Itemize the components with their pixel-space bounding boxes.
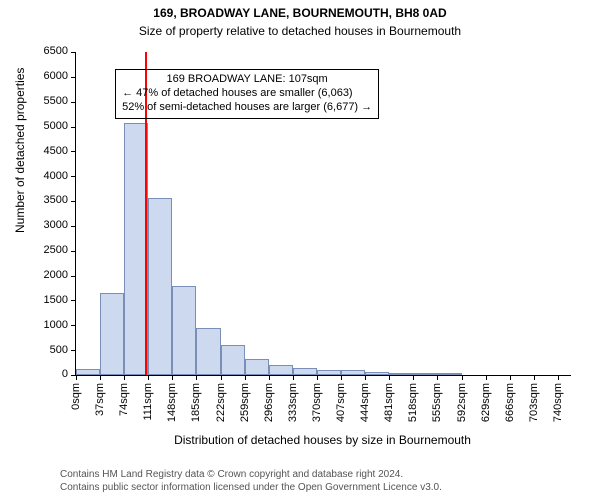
x-tick-label: 481sqm (383, 383, 395, 422)
x-tick-label: 592sqm (456, 383, 468, 422)
y-tick-label: 6500 (44, 45, 76, 57)
histogram-bar (317, 370, 341, 375)
y-tick-label: 4500 (44, 145, 76, 157)
x-tick-label: 296sqm (263, 383, 275, 422)
y-tick-label: 1000 (44, 319, 76, 331)
annotation-line: 52% of semi-detached houses are larger (… (122, 101, 372, 115)
histogram-bar (389, 373, 413, 375)
histogram-bar (413, 373, 437, 375)
histogram-bar (172, 286, 196, 375)
x-tick-label: 518sqm (407, 383, 419, 422)
credits-line: Contains public sector information licen… (60, 482, 442, 495)
histogram-bar (437, 373, 461, 375)
x-tick-label: 74sqm (118, 383, 130, 416)
y-tick-label: 6000 (44, 70, 76, 82)
chart-title: 169, BROADWAY LANE, BOURNEMOUTH, BH8 0AD (0, 6, 600, 21)
y-tick-label: 2000 (44, 269, 76, 281)
plot-area: 0500100015002000250030003500400045005000… (75, 52, 571, 376)
x-tick-label: 370sqm (311, 383, 323, 422)
chart-subtitle: Size of property relative to detached ho… (0, 24, 600, 39)
y-tick-label: 1500 (44, 294, 76, 306)
histogram-bar (196, 328, 220, 375)
x-tick-label: 629sqm (480, 383, 492, 422)
annotation-line: 169 BROADWAY LANE: 107sqm (122, 73, 372, 87)
y-tick-label: 2500 (44, 244, 76, 256)
x-tick-label: 222sqm (215, 383, 227, 422)
y-tick-label: 4000 (44, 170, 76, 182)
histogram-bar (76, 369, 100, 375)
x-tick-label: 333sqm (287, 383, 299, 422)
x-tick-label: 666sqm (504, 383, 516, 422)
y-tick-label: 0 (62, 368, 76, 380)
histogram-bar (293, 368, 317, 375)
x-tick-label: 444sqm (359, 383, 371, 422)
x-tick-label: 407sqm (335, 383, 347, 422)
x-tick-label: 259sqm (239, 383, 251, 422)
x-tick-label: 37sqm (94, 383, 106, 416)
credits-text: Contains HM Land Registry data © Crown c… (60, 469, 442, 494)
y-axis-label: Number of detached properties (13, 193, 27, 233)
x-tick-label: 555sqm (431, 383, 443, 422)
histogram-bar (100, 293, 124, 375)
y-tick-label: 5500 (44, 95, 76, 107)
x-axis-label: Distribution of detached houses by size … (75, 433, 570, 447)
x-tick-label: 740sqm (552, 383, 564, 422)
x-tick-label: 703sqm (528, 383, 540, 422)
histogram-bar (245, 359, 269, 375)
y-tick-label: 500 (50, 344, 76, 356)
histogram-bar (365, 372, 389, 375)
y-tick-label: 5000 (44, 120, 76, 132)
histogram-bar (221, 345, 245, 375)
x-tick-label: 111sqm (142, 383, 154, 421)
annotation-box: 169 BROADWAY LANE: 107sqm← 47% of detach… (115, 69, 379, 118)
credits-line: Contains HM Land Registry data © Crown c… (60, 469, 442, 482)
y-tick-label: 3500 (44, 194, 76, 206)
histogram-bar (269, 365, 293, 375)
x-tick-label: 148sqm (166, 383, 178, 422)
chart-page: { "title": "169, BROADWAY LANE, BOURNEMO… (0, 0, 600, 500)
x-tick-label: 185sqm (190, 383, 202, 422)
histogram-bar (341, 370, 365, 375)
annotation-line: ← 47% of detached houses are smaller (6,… (122, 87, 372, 101)
histogram-bar (148, 198, 172, 375)
y-tick-label: 3000 (44, 219, 76, 231)
x-tick-label: 0sqm (70, 383, 82, 410)
